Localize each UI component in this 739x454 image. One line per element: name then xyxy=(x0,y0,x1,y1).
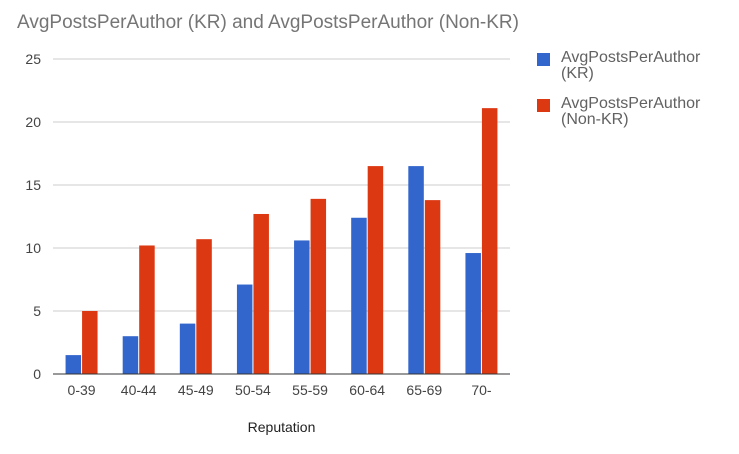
bar-non-kr xyxy=(139,245,155,374)
bar-non-kr xyxy=(481,108,498,374)
bar-non-kr xyxy=(82,311,98,374)
y-tick-label: 20 xyxy=(25,114,41,130)
x-tick-label: 55-59 xyxy=(292,382,328,398)
bar-kr xyxy=(351,217,367,374)
bar-kr xyxy=(408,166,424,374)
x-tick-label: 50-54 xyxy=(235,382,271,398)
bar-kr xyxy=(122,336,139,374)
legend-label-non-kr: AvgPostsPerAuthor (Non-KR) xyxy=(561,95,701,128)
x-tick-label: 40-44 xyxy=(121,382,157,398)
y-tick-label: 15 xyxy=(25,177,41,193)
y-tick-label: 5 xyxy=(33,303,41,319)
bar-kr xyxy=(294,240,310,374)
bar-non-kr xyxy=(196,239,212,374)
y-tick-label: 0 xyxy=(33,366,41,382)
bar-kr xyxy=(179,323,196,374)
bar-kr xyxy=(65,355,82,374)
bar-kr xyxy=(236,284,253,374)
x-tick-label: 0-39 xyxy=(68,382,96,398)
bar-kr xyxy=(465,253,481,374)
bar-non-kr xyxy=(253,213,269,374)
x-tick-label: 60-64 xyxy=(349,382,385,398)
x-tick-label: 45-49 xyxy=(178,382,214,398)
bar-non-kr xyxy=(367,166,384,374)
bar-non-kr xyxy=(424,200,441,374)
x-tick-label: 70- xyxy=(471,382,492,398)
bar-non-kr xyxy=(310,198,327,374)
legend-swatch-non-kr xyxy=(537,99,550,112)
y-tick-label: 25 xyxy=(25,51,41,67)
x-tick-label: 65-69 xyxy=(406,382,442,398)
y-tick-label: 10 xyxy=(25,240,41,256)
x-axis-title: Reputation xyxy=(248,419,316,435)
legend-label-kr: AvgPostsPerAuthor (KR) xyxy=(561,49,701,82)
chart-title: AvgPostsPerAuthor (KR) and AvgPostsPerAu… xyxy=(17,12,519,33)
legend-swatch-kr xyxy=(537,53,550,66)
